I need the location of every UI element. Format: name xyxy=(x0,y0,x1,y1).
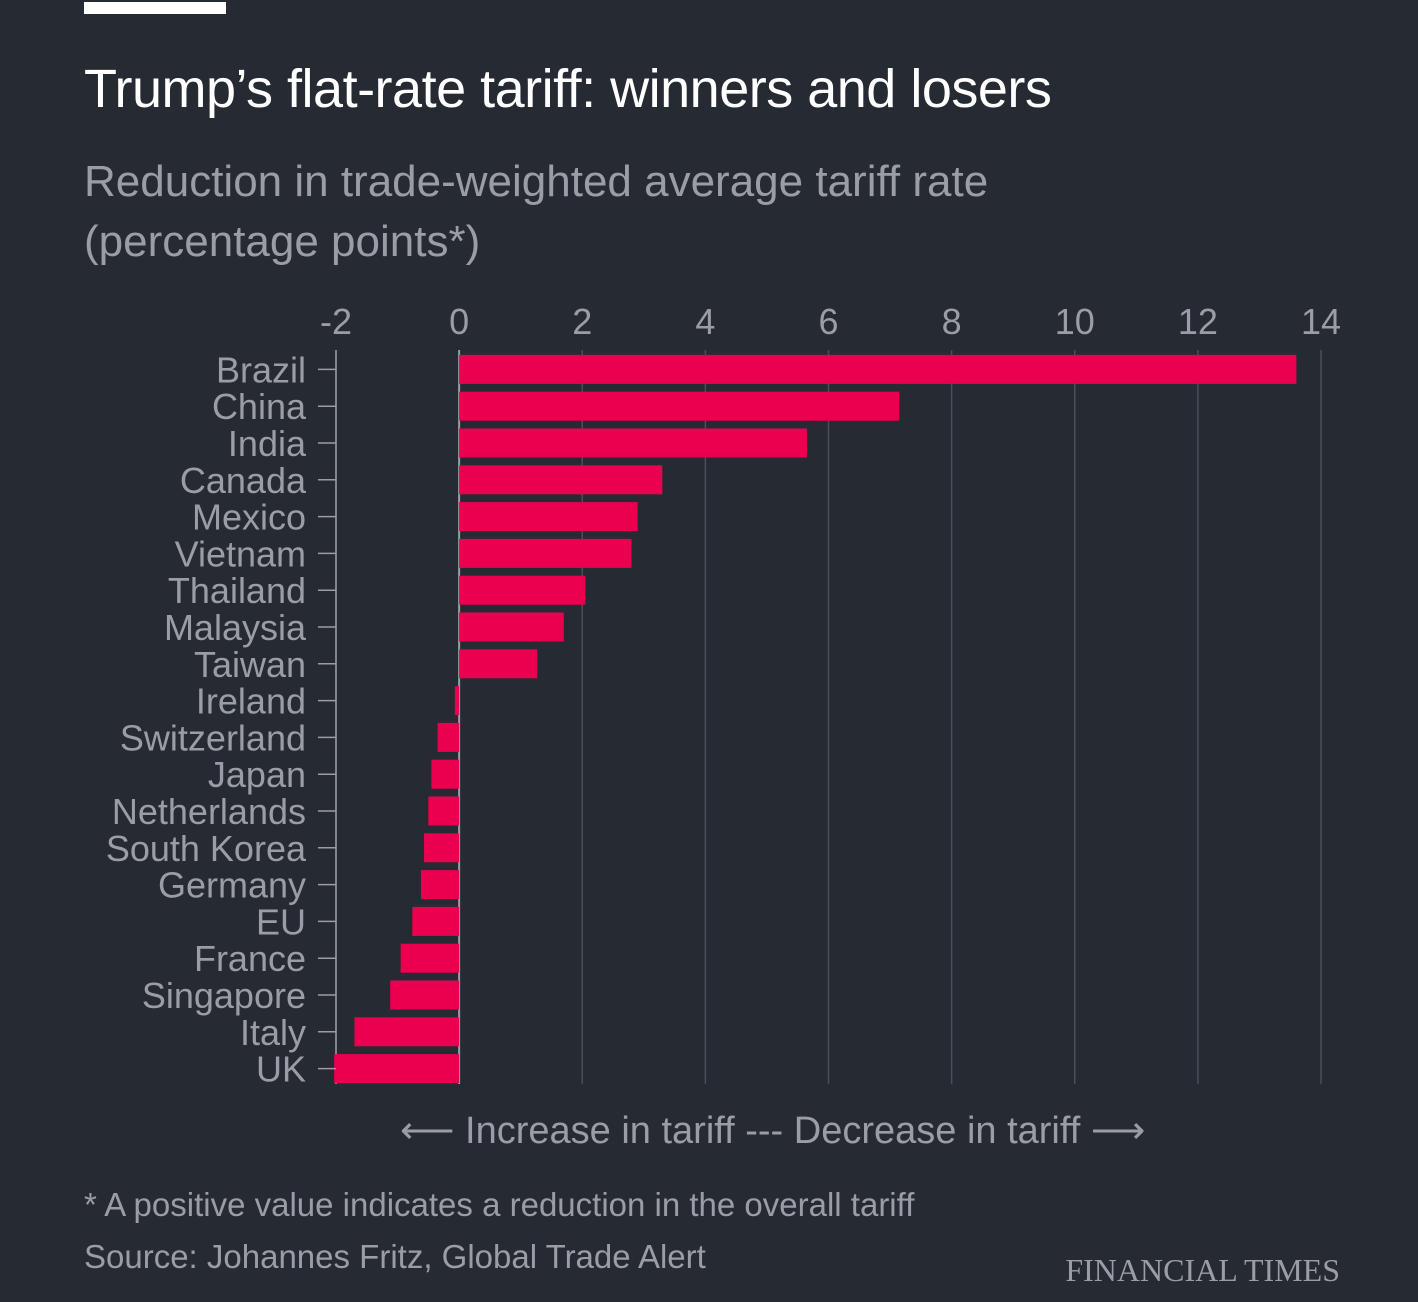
bar-canada xyxy=(459,465,663,495)
category-label: Thailand xyxy=(168,570,306,611)
bar-thailand xyxy=(459,575,586,605)
chart-title: Trump’s flat-rate tariff: winners and lo… xyxy=(84,59,1052,119)
category-label: Malaysia xyxy=(164,607,307,648)
bar-germany xyxy=(420,870,460,900)
category-label: Mexico xyxy=(192,497,306,538)
bar-eu xyxy=(412,906,460,936)
x-tick-label: 4 xyxy=(695,301,715,342)
category-label: Italy xyxy=(240,1012,306,1053)
category-label: Vietnam xyxy=(175,533,306,574)
category-label: Brazil xyxy=(216,349,306,390)
footnote: * A positive value indicates a reduction… xyxy=(84,1186,915,1223)
bar-italy xyxy=(354,1017,460,1047)
bar-singapore xyxy=(390,980,460,1010)
x-tick-label: 14 xyxy=(1301,301,1341,342)
x-tick-label: -2 xyxy=(320,301,352,342)
x-tick-label: 2 xyxy=(572,301,592,342)
category-label: Ireland xyxy=(196,681,306,722)
bar-china xyxy=(459,391,900,421)
bar-south-korea xyxy=(424,833,460,863)
category-label: France xyxy=(194,938,306,979)
bar-ireland xyxy=(454,686,460,716)
x-tick-label: 12 xyxy=(1178,301,1218,342)
bar-uk xyxy=(334,1054,460,1084)
direction-annotation: ⟵ Increase in tariff --- Decrease in tar… xyxy=(400,1110,1146,1152)
category-label: UK xyxy=(256,1049,306,1090)
bar-japan xyxy=(431,759,460,789)
category-label: Switzerland xyxy=(120,717,306,758)
source-note: Source: Johannes Fritz, Global Trade Ale… xyxy=(84,1238,706,1275)
category-label: Germany xyxy=(158,865,306,906)
ft-header-bar xyxy=(84,2,226,14)
bar-france xyxy=(400,943,460,973)
category-label: India xyxy=(228,423,307,464)
chart-subtitle: Reduction in trade-weighted average tari… xyxy=(84,157,989,266)
bar-vietnam xyxy=(459,538,632,568)
bar-india xyxy=(459,428,807,458)
bar-brazil xyxy=(459,354,1297,384)
category-label: EU xyxy=(256,901,306,942)
category-label: Singapore xyxy=(142,975,306,1016)
x-tick-label: 8 xyxy=(942,301,962,342)
category-label: Canada xyxy=(180,460,307,501)
category-label: Netherlands xyxy=(112,791,306,832)
bar-malaysia xyxy=(459,612,564,642)
x-tick-label: 10 xyxy=(1055,301,1095,342)
x-tick-label: 0 xyxy=(449,301,469,342)
bar-mexico xyxy=(459,502,638,532)
ft-logo: FINANCIAL TIMES xyxy=(1065,1252,1340,1288)
bar-taiwan xyxy=(459,649,538,679)
category-label: South Korea xyxy=(106,828,307,869)
x-tick-label: 6 xyxy=(818,301,838,342)
bar-switzerland xyxy=(437,722,460,752)
bar-netherlands xyxy=(428,796,460,826)
category-label: China xyxy=(212,386,307,427)
category-label: Japan xyxy=(208,754,306,795)
category-label: Taiwan xyxy=(194,644,306,685)
